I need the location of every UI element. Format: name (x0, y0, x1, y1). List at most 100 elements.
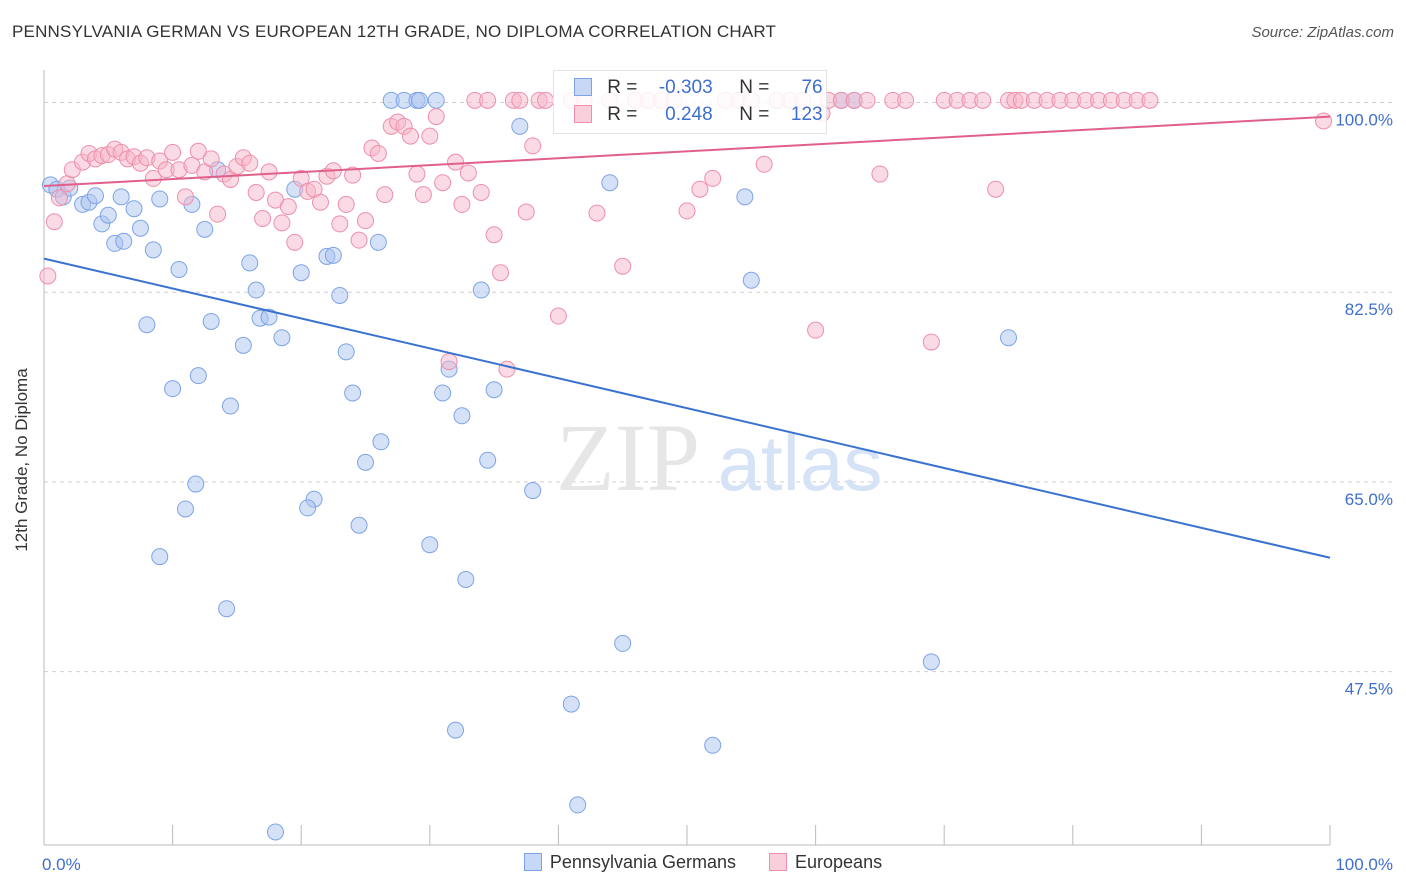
legend-item-pennsylvania-germans: Pennsylvania Germans (523, 852, 736, 873)
data-point (704, 169, 722, 187)
chart-source: Source: ZipAtlas.com (1251, 24, 1394, 41)
data-point (492, 264, 510, 282)
legend-r-value: 0.248 (665, 104, 713, 125)
data-point (1315, 112, 1333, 130)
legend-row-europeans: R = 0.248 N = 123 (574, 104, 823, 126)
legend-row-pennsylvania-germans: R = -0.303 N = 76 (574, 77, 823, 99)
data-point (344, 166, 362, 184)
data-point (974, 91, 992, 109)
data-point (189, 367, 207, 385)
data-point (485, 381, 503, 399)
data-point (331, 215, 349, 233)
data-point (678, 202, 696, 220)
data-point (286, 233, 304, 251)
data-point (241, 154, 259, 172)
data-point (524, 482, 542, 500)
data-point (457, 570, 475, 588)
data-point (755, 155, 773, 173)
data-point (170, 260, 188, 278)
data-point (440, 353, 458, 371)
data-point (1000, 329, 1017, 347)
data-point (260, 308, 278, 326)
data-point (736, 188, 754, 206)
data-point (807, 321, 825, 339)
data-point (331, 286, 349, 304)
data-point (376, 186, 394, 204)
data-point (472, 281, 490, 299)
data-point (144, 241, 162, 259)
data-point (588, 204, 606, 222)
legend-swatch-pink (769, 853, 788, 871)
legend-r-label: R = (607, 77, 638, 98)
data-point (39, 267, 57, 285)
watermark-atlas: atlas (718, 419, 883, 507)
legend-swatch-blue (574, 78, 592, 96)
data-point (372, 433, 390, 451)
legend-label: Europeans (795, 852, 883, 872)
data-point (247, 183, 265, 201)
series-legend: Pennsylvania Germans Europeans (0, 852, 1406, 873)
legend-r-value: -0.303 (658, 77, 713, 98)
data-point (742, 271, 760, 289)
x-tick-label: 100.0% (1335, 855, 1393, 874)
data-point (176, 188, 194, 206)
watermark-zip: ZIP (556, 404, 700, 511)
y-tick-label: 100.0% (1335, 111, 1393, 130)
data-point (447, 153, 465, 171)
data-point (459, 164, 477, 182)
y-tick-label: 65.0% (1345, 490, 1393, 509)
data-point (357, 453, 374, 471)
data-point (202, 150, 220, 168)
data-point (218, 600, 236, 618)
legend-n-label: N = (739, 77, 770, 98)
data-point (151, 548, 169, 566)
data-point (987, 180, 1005, 198)
data-point (601, 174, 619, 192)
data-point (414, 186, 432, 204)
legend-swatch-pink (574, 105, 592, 123)
legend-n-value: 76 (801, 77, 823, 98)
data-point (453, 407, 471, 425)
data-point (189, 142, 207, 160)
tick-labels: 47.5% 65.0% 82.5% 100.0% 0.0% 100.0% (42, 111, 1393, 874)
data-point (350, 516, 368, 534)
data-point (187, 475, 205, 493)
data-point (86, 187, 104, 205)
data-point (537, 91, 555, 109)
data-point (292, 264, 310, 282)
legend-item-europeans: Europeans (769, 852, 882, 873)
data-point (260, 163, 278, 181)
data-point (524, 137, 542, 155)
watermark: ZIP atlas (556, 404, 882, 511)
data-point (50, 189, 68, 207)
data-point (369, 233, 387, 251)
data-point (517, 203, 535, 221)
data-point (434, 384, 452, 402)
gridlines (44, 102, 1392, 673)
data-point (498, 360, 516, 378)
data-point (871, 165, 889, 183)
data-point (897, 91, 915, 109)
data-point (511, 91, 529, 109)
data-point (144, 169, 162, 187)
data-point (357, 212, 374, 230)
data-point (549, 307, 567, 325)
data-point (569, 796, 587, 814)
legend-r-label: R = (607, 104, 638, 125)
trend-line (43, 257, 1331, 559)
data-point (266, 823, 284, 841)
data-point (1141, 91, 1159, 109)
data-point (125, 200, 143, 218)
stats-legend: R = -0.303 N = 76 R = 0.248 N = 123 (553, 70, 827, 134)
data-point (247, 281, 265, 299)
data-point (511, 117, 529, 135)
data-point (196, 220, 214, 238)
legend-label: Pennsylvania Germans (549, 852, 736, 872)
data-point (337, 343, 355, 361)
data-point (408, 165, 426, 183)
y-tick-label: 82.5% (1345, 300, 1393, 319)
data-point (350, 231, 368, 249)
data-point (221, 397, 239, 415)
data-point (369, 144, 387, 162)
data-point (472, 183, 490, 201)
